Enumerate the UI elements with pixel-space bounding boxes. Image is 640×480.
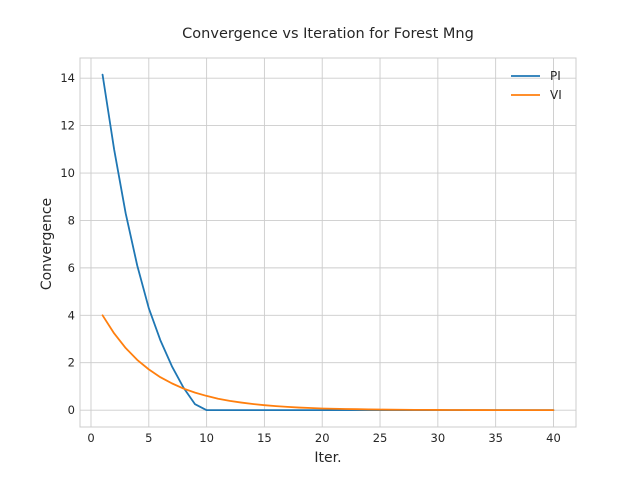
x-tick-label: 30	[431, 431, 446, 445]
y-tick-label: 6	[68, 261, 75, 275]
legend-label-pi: PI	[550, 69, 561, 83]
series-line-vi	[101, 314, 555, 412]
x-tick-label: 0	[87, 431, 94, 445]
x-tick-label: 10	[199, 431, 214, 445]
x-axis-ticks: 0 5 10 15 20 25 30 35 40	[87, 431, 560, 445]
y-tick-label: 12	[60, 119, 75, 133]
plot-frame	[79, 57, 577, 428]
y-axis-ticks: 0 2 4 6 8 10 12 14	[60, 71, 75, 417]
series-layer	[101, 73, 555, 412]
legend: PI VI	[511, 69, 562, 102]
x-tick-label: 25	[373, 431, 388, 445]
y-tick-label: 8	[68, 213, 75, 227]
x-tick-label: 40	[546, 431, 561, 445]
y-tick-label: 10	[60, 166, 75, 180]
legend-label-vi: VI	[550, 88, 562, 102]
plot-area	[79, 57, 577, 428]
x-tick-label: 15	[257, 431, 272, 445]
y-tick-label: 2	[68, 356, 75, 370]
y-tick-label: 0	[68, 403, 75, 417]
x-tick-label: 5	[145, 431, 152, 445]
x-tick-label: 20	[315, 431, 330, 445]
chart-title: Convergence vs Iteration for Forest Mng	[182, 26, 474, 42]
y-axis-label: Convergence	[39, 198, 55, 290]
x-tick-label: 35	[488, 431, 503, 445]
y-tick-label: 14	[60, 71, 75, 85]
y-tick-label: 4	[68, 308, 75, 322]
x-axis-label: Iter.	[314, 450, 341, 466]
